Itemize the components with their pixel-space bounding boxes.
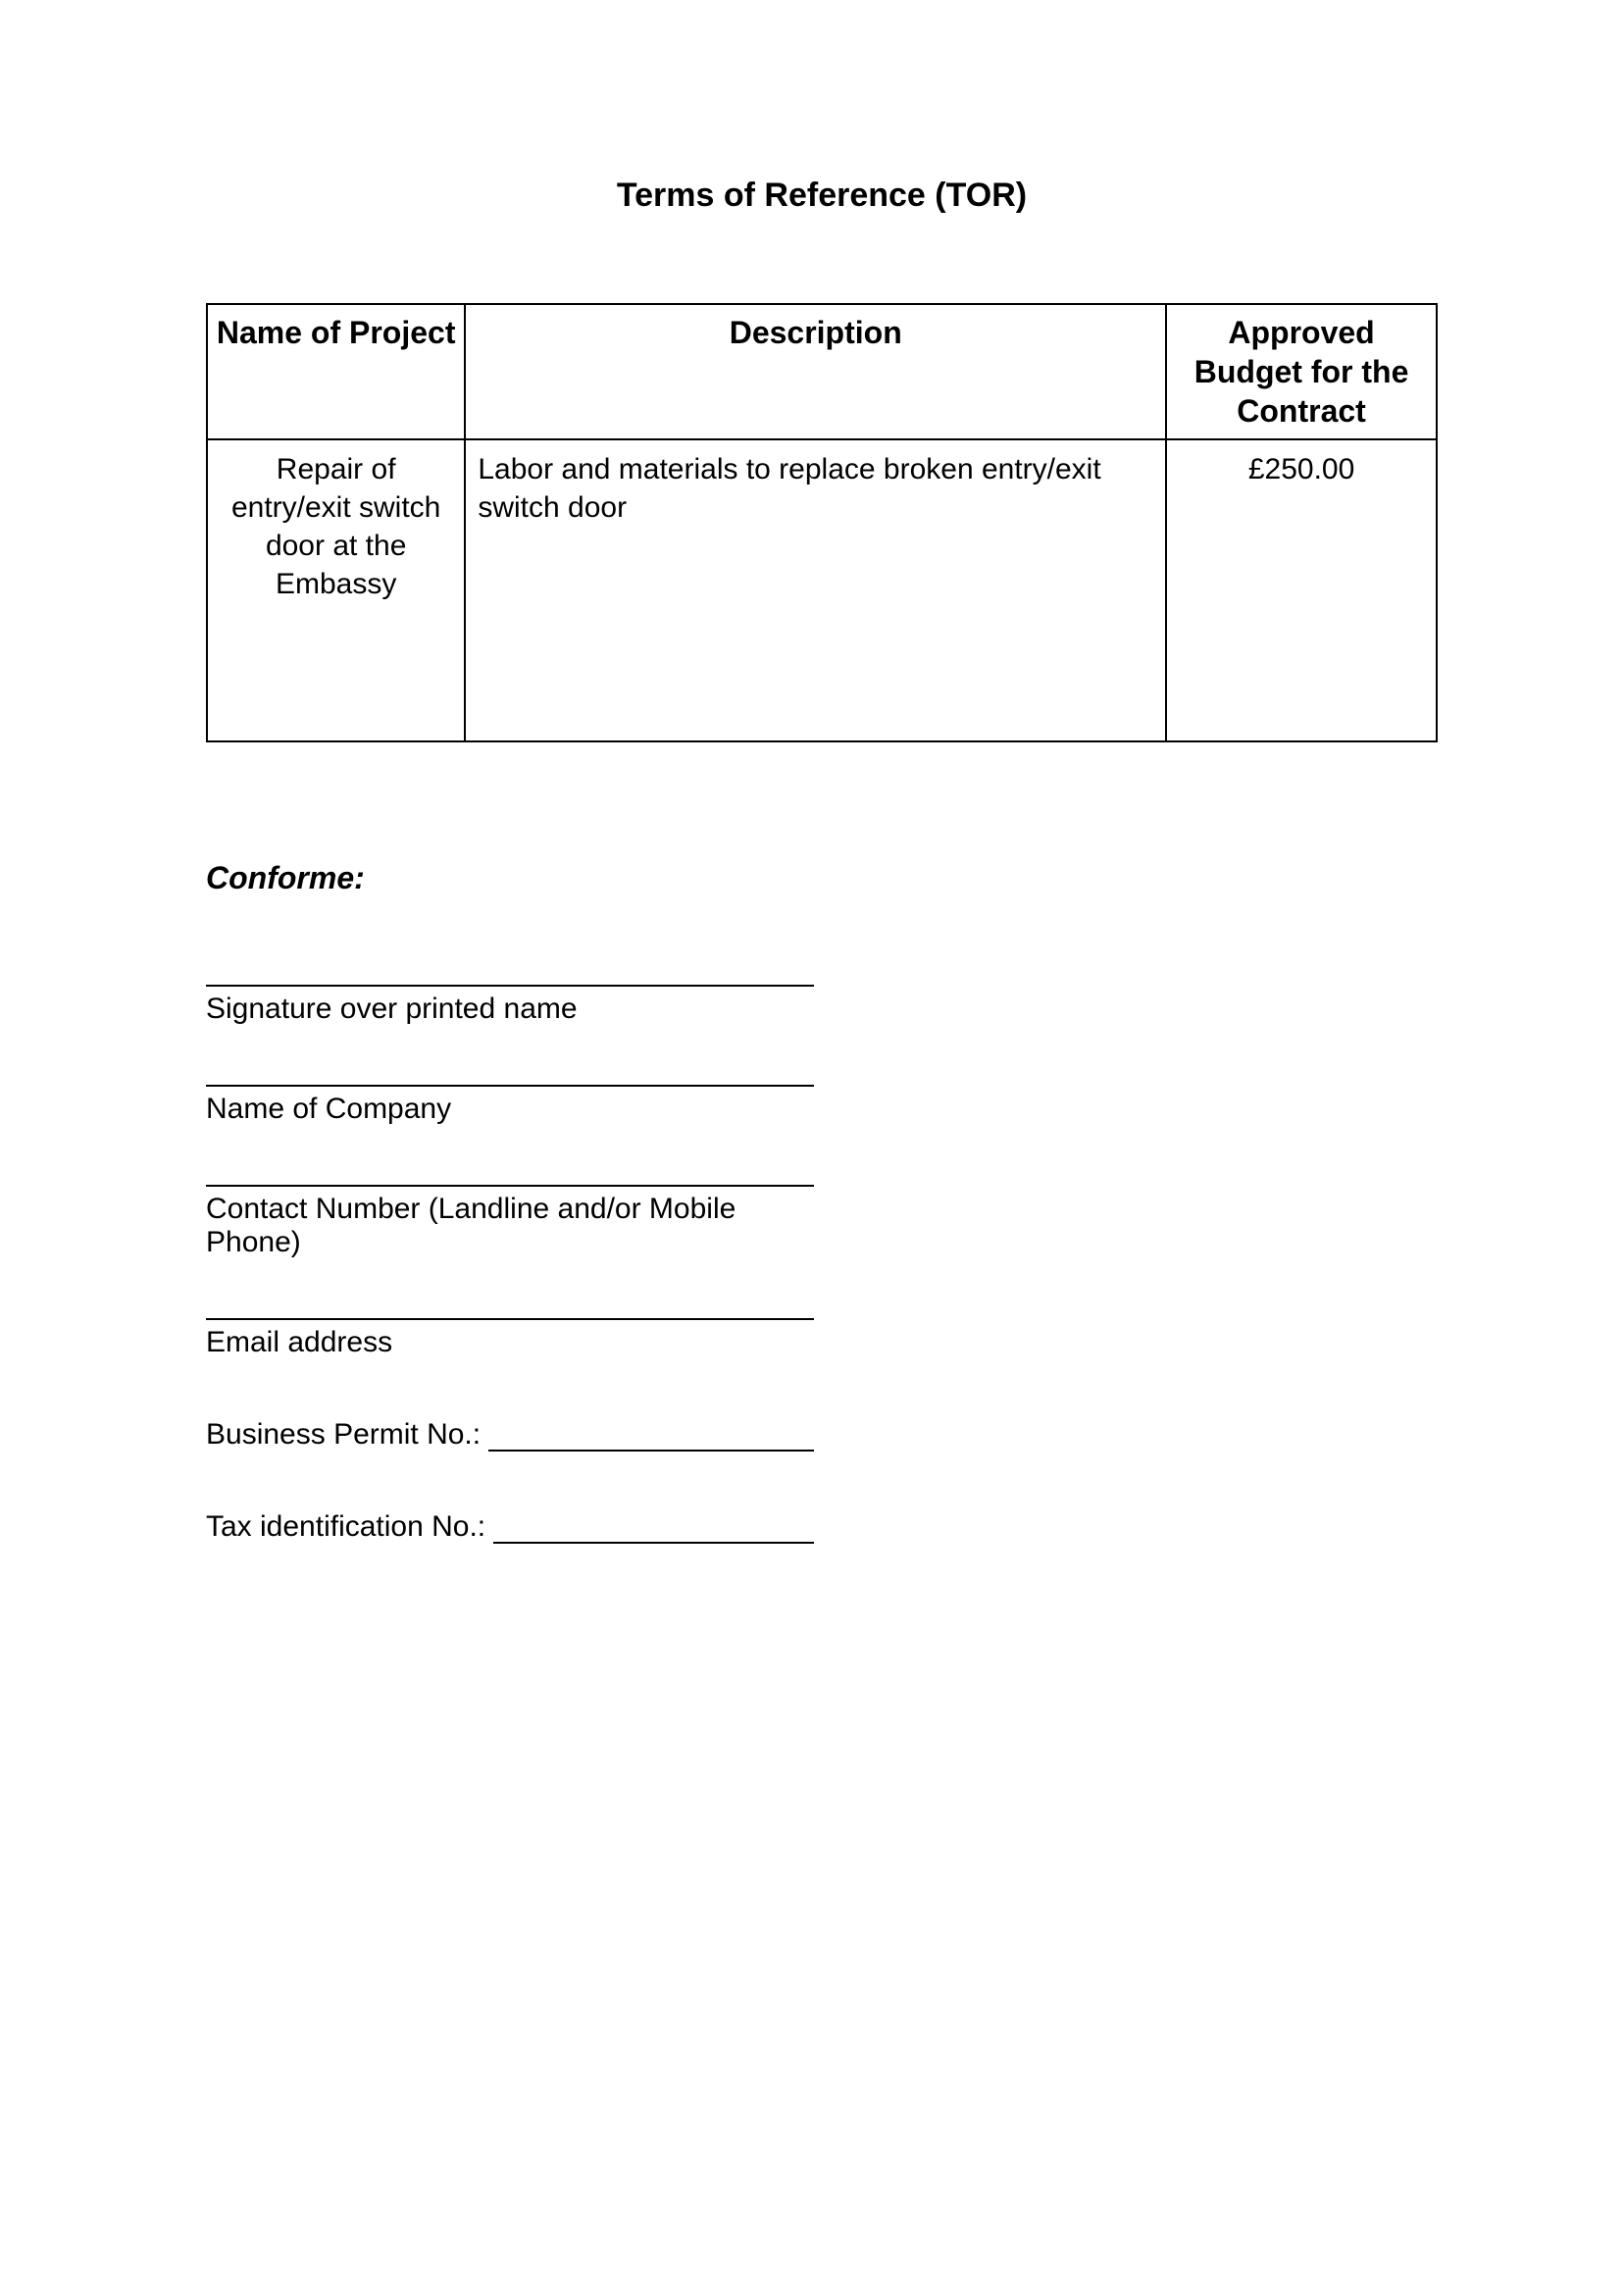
header-budget: Approved Budget for the Contract <box>1166 304 1437 439</box>
business-permit-label: Business Permit No.: <box>206 1418 481 1452</box>
business-permit-field: Business Permit No.: <box>206 1418 814 1452</box>
page-title: Terms of Reference (TOR) <box>206 177 1438 215</box>
tax-id-label: Tax identification No.: <box>206 1510 485 1544</box>
header-project: Name of Project <box>207 304 465 439</box>
header-description: Description <box>465 304 1166 439</box>
cell-description: Labor and materials to replace broken en… <box>465 439 1166 741</box>
conforme-heading: Conforme: <box>206 860 1438 896</box>
tax-id-field: Tax identification No.: <box>206 1510 814 1544</box>
cell-budget: £250.00 <box>1166 439 1437 741</box>
signature-block: Signature over printed name Name of Comp… <box>206 985 814 1359</box>
tor-table: Name of Project Description Approved Bud… <box>206 303 1438 742</box>
tax-id-input-line[interactable] <box>493 1516 814 1544</box>
contact-line: Contact Number (Landline and/or Mobile P… <box>206 1185 814 1259</box>
company-line: Name of Company <box>206 1085 814 1126</box>
business-permit-input-line[interactable] <box>488 1424 814 1452</box>
table-row: Repair of entry/exit switch door at the … <box>207 439 1437 741</box>
signature-line: Signature over printed name <box>206 985 814 1026</box>
table-header-row: Name of Project Description Approved Bud… <box>207 304 1437 439</box>
cell-project: Repair of entry/exit switch door at the … <box>207 439 465 741</box>
email-line: Email address <box>206 1318 814 1359</box>
